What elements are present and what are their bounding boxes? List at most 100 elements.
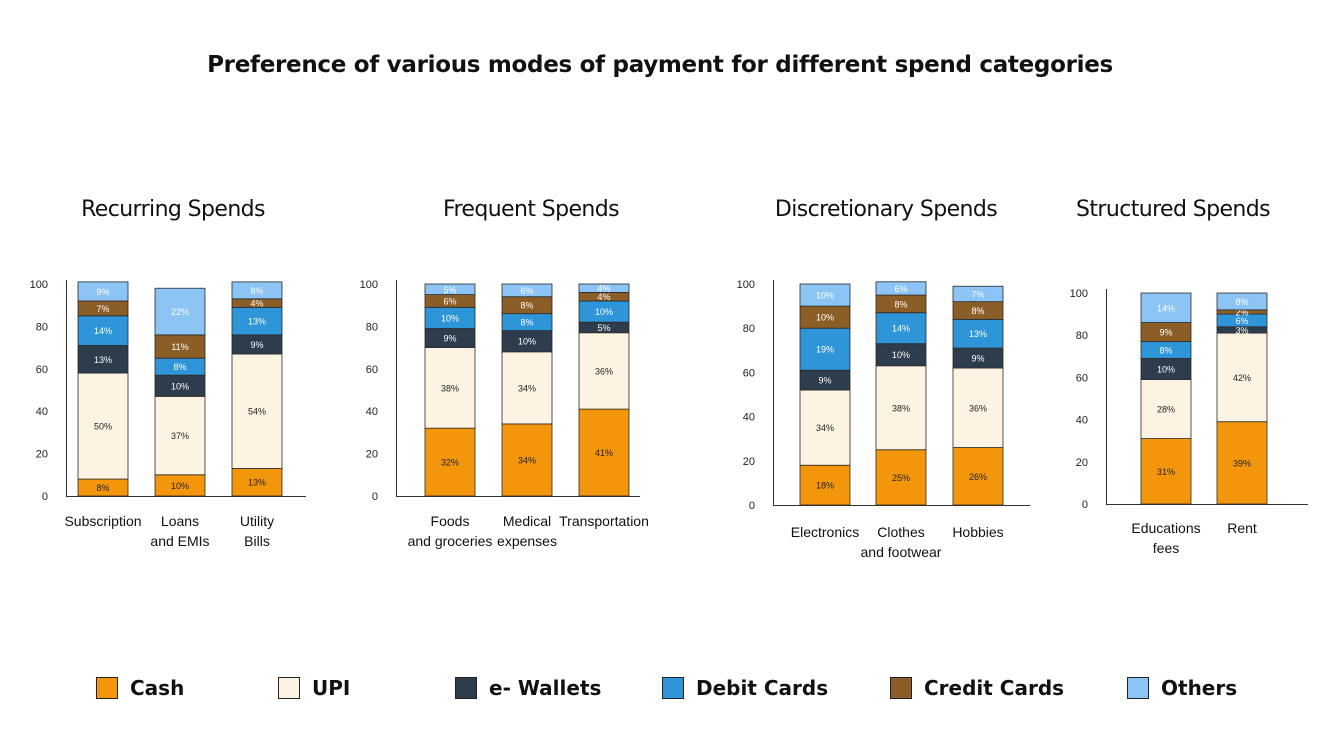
- data-label: 13%: [969, 329, 987, 339]
- legend-item-upi: UPI: [278, 672, 350, 704]
- bar-segment-upi: [501, 351, 553, 425]
- data-label: 37%: [171, 431, 189, 441]
- data-label: 9%: [1159, 328, 1172, 338]
- bar-segment-upi: [1140, 379, 1192, 439]
- legend-label: e- Wallets: [489, 676, 602, 700]
- bar-segment-upi: [799, 389, 851, 466]
- bar-segment-upi: [231, 353, 283, 469]
- x-tick-label: Subscription: [64, 513, 141, 529]
- data-label: 11%: [171, 342, 188, 352]
- data-label: 4%: [250, 299, 263, 309]
- panel-title: Recurring Spends: [81, 197, 265, 222]
- legend: Cash UPI e- Wallets Debit Cards Credit C…: [0, 672, 1320, 704]
- x-tick-label: Educations fees: [1131, 520, 1200, 556]
- legend-label: UPI: [312, 676, 351, 700]
- y-tick-label: 80: [36, 321, 48, 333]
- data-label: 13%: [248, 478, 266, 488]
- y-tick-label: 60: [1076, 372, 1088, 384]
- data-label: 9%: [96, 287, 109, 297]
- data-label: 9%: [818, 376, 831, 386]
- data-label: 36%: [595, 366, 613, 376]
- data-label: 8%: [1235, 297, 1248, 307]
- data-label: 9%: [971, 354, 984, 364]
- data-label: 7%: [96, 304, 109, 314]
- data-label: 54%: [248, 407, 266, 417]
- data-label: 7%: [971, 289, 984, 299]
- x-tick-label: Electronics: [791, 524, 859, 540]
- data-label: 34%: [518, 455, 536, 465]
- bar-segment-cash: [578, 408, 630, 497]
- bar-segment-others: [231, 281, 283, 300]
- y-tick-label: 40: [36, 406, 48, 418]
- y-tick-label: 40: [366, 406, 378, 418]
- data-label: 13%: [248, 317, 266, 327]
- legend-item-credit-cards: Credit Cards: [890, 672, 1064, 704]
- bar-segment-upi: [1216, 332, 1268, 423]
- x-tick-label: Foods and groceries: [408, 513, 493, 549]
- data-label: 13%: [94, 355, 112, 365]
- legend-swatch-upi: [278, 677, 300, 699]
- x-tick-label: Clothes and footwear: [861, 524, 942, 560]
- data-label: 14%: [892, 324, 910, 334]
- y-tick-label: 0: [42, 491, 48, 503]
- data-label: 4%: [597, 284, 610, 294]
- panel-title: Structured Spends: [1076, 197, 1270, 222]
- legend-swatch-credit-cards: [890, 677, 912, 699]
- y-tick-label: 40: [743, 412, 755, 424]
- data-label: 9%: [443, 334, 456, 344]
- data-label: 19%: [816, 345, 834, 355]
- data-label: 25%: [892, 473, 910, 483]
- legend-item-e-wallets: e- Wallets: [455, 672, 601, 704]
- bar-segment-upi: [424, 347, 476, 429]
- bar-segment-upi: [875, 365, 927, 451]
- data-label: 6%: [443, 296, 456, 306]
- bar-segment-debit-cards: [799, 327, 851, 371]
- bar-segment-cash: [231, 468, 283, 497]
- y-tick-label: 40: [1076, 415, 1088, 427]
- data-label: 22%: [171, 307, 189, 317]
- legend-item-debit-cards: Debit Cards: [662, 672, 828, 704]
- data-label: 10%: [441, 313, 459, 323]
- legend-label: Credit Cards: [924, 676, 1065, 700]
- legend-swatch-debit-cards: [662, 677, 684, 699]
- x-tick-label: Medical expenses: [497, 513, 557, 549]
- bar-segment-others: [77, 281, 129, 302]
- y-tick-label: 20: [743, 456, 755, 468]
- data-label: 8%: [894, 299, 907, 309]
- data-label: 42%: [1233, 373, 1251, 383]
- legend-swatch-cash: [96, 677, 118, 699]
- bar-segment-upi: [952, 367, 1004, 448]
- data-label: 10%: [518, 337, 536, 347]
- legend-label: Debit Cards: [696, 676, 829, 700]
- y-tick-label: 20: [36, 449, 48, 461]
- data-label: 18%: [816, 481, 834, 491]
- bar-segment-e-wallets: [77, 345, 129, 374]
- data-label: 3%: [1235, 325, 1248, 335]
- data-label: 10%: [171, 381, 189, 391]
- data-label: 9%: [250, 340, 263, 350]
- x-tick-label: Rent: [1227, 520, 1257, 536]
- y-tick-label: 60: [366, 364, 378, 376]
- y-tick-label: 80: [743, 323, 755, 335]
- bar-segment-others: [1216, 292, 1268, 311]
- bar-segment-upi: [154, 395, 206, 476]
- legend-swatch-others: [1127, 677, 1149, 699]
- bar-segment-debit-cards: [952, 318, 1004, 349]
- data-label: 8%: [96, 483, 109, 493]
- data-label: 5%: [597, 323, 610, 333]
- data-label: 41%: [595, 448, 613, 458]
- data-label: 8%: [250, 286, 263, 296]
- bar-segment-others: [424, 283, 476, 296]
- legend-item-cash: Cash: [96, 672, 184, 704]
- data-label: 8%: [520, 301, 533, 311]
- chart-title: Preference of various modes of payment f…: [207, 52, 1113, 78]
- y-tick-label: 100: [1070, 288, 1088, 300]
- y-tick-label: 100: [360, 279, 378, 291]
- bar-segment-cash: [424, 427, 476, 497]
- bar-segment-cash: [799, 464, 851, 506]
- x-tick-label: Utility Bills: [240, 513, 274, 549]
- bar-segment-others: [578, 283, 630, 293]
- y-tick-label: 60: [36, 364, 48, 376]
- data-label: 8%: [520, 318, 533, 328]
- panel-title: Frequent Spends: [443, 197, 619, 222]
